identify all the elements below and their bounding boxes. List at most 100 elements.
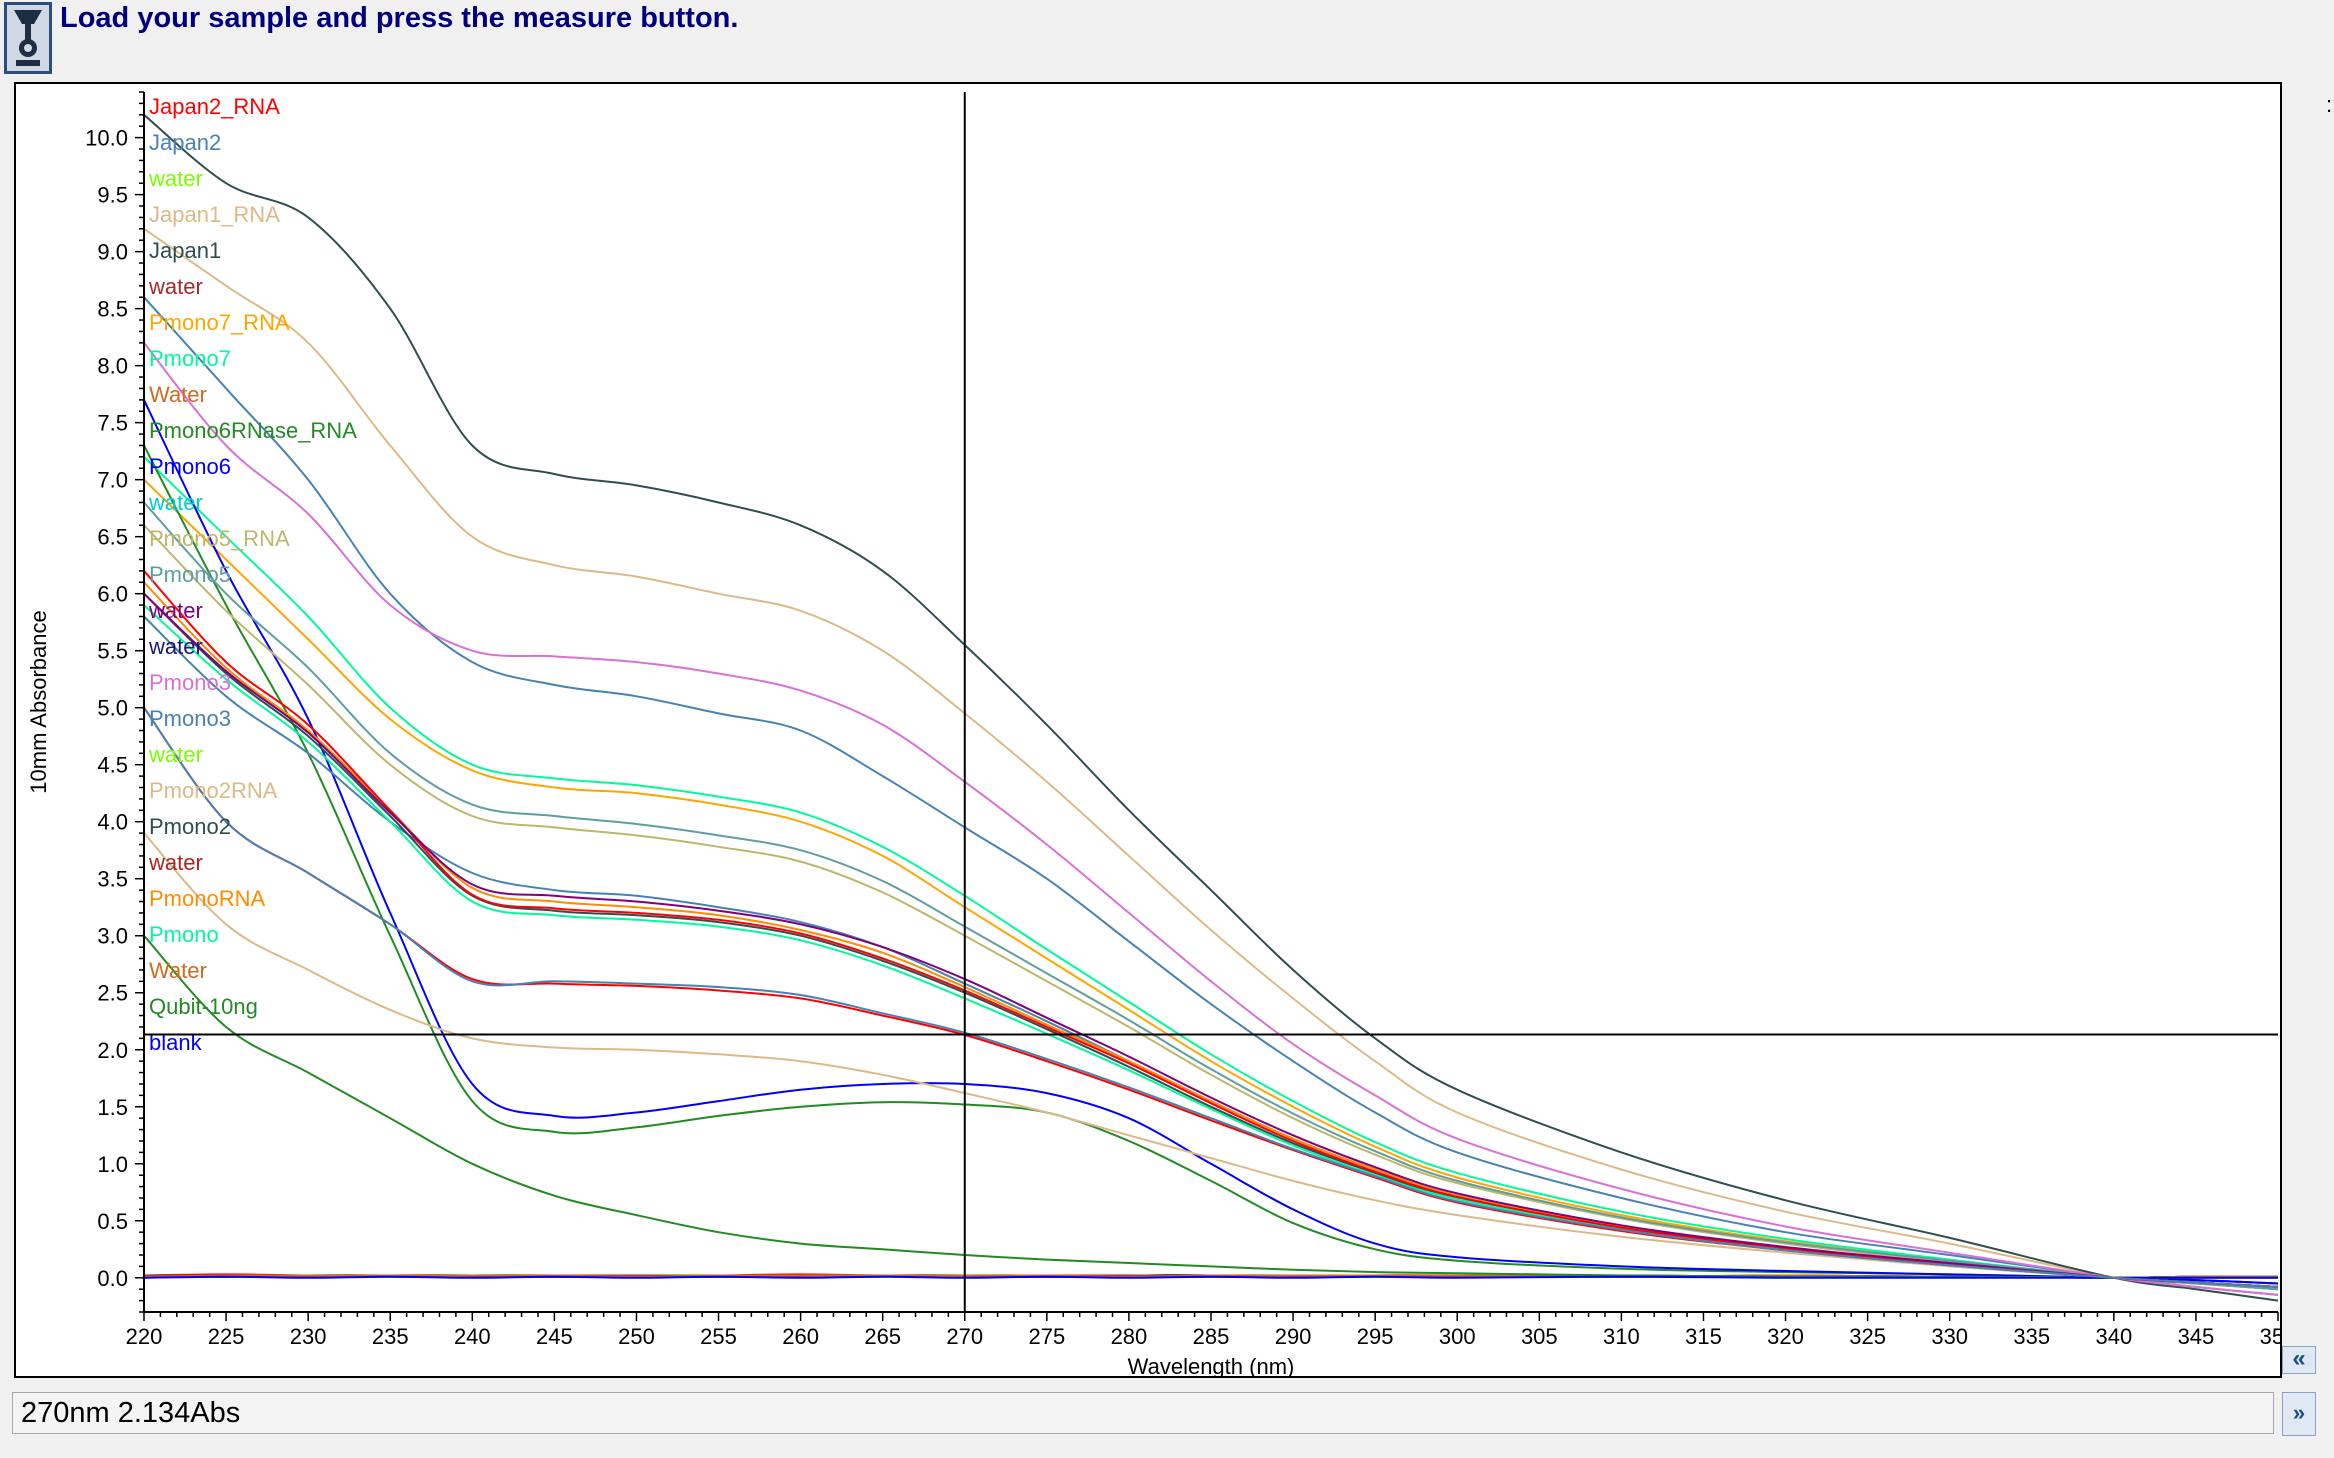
spectrum-plot[interactable]: 220 225 230 235 240 245 250 255 260 265 270 275 280 2… bbox=[14, 82, 2282, 1378]
x-tick-label: 345 bbox=[2178, 1324, 2215, 1349]
series-line-7 bbox=[143, 456, 2279, 1291]
expand-panel-button[interactable]: » bbox=[2282, 1392, 2316, 1436]
series-line-29 bbox=[143, 707, 2279, 1288]
legend-layer: Japan2_RNA Japan2 water Japan1_RNA Japan1 wat… bbox=[148, 94, 357, 1055]
x-tick-label: 290 bbox=[1275, 1324, 1312, 1349]
x-tick-label: 245 bbox=[536, 1324, 573, 1349]
x-tick-label: 280 bbox=[1111, 1324, 1148, 1349]
legend-item-0: Japan2_RNA bbox=[149, 94, 280, 119]
legend-item-7: Pmono7 bbox=[149, 346, 231, 371]
x-tick-label: 225 bbox=[208, 1324, 245, 1349]
x-tick-label: 320 bbox=[1767, 1324, 1804, 1349]
legend-item-8: Water bbox=[149, 382, 207, 407]
x-tick-label: 275 bbox=[1028, 1324, 1065, 1349]
series-line-28 bbox=[143, 592, 2279, 1288]
spectrum-chart[interactable]: 220 225 230 235 240 245 250 255 260 265 270 275 280 2… bbox=[16, 84, 2280, 1376]
legend-item-14: water bbox=[148, 598, 203, 623]
legend-item-19: Pmono2RNA bbox=[149, 778, 278, 803]
collapse-panel-button[interactable]: « bbox=[2282, 1346, 2316, 1374]
y-axis-label: 10mm Absorbance bbox=[26, 610, 51, 793]
x-tick-label: 325 bbox=[1849, 1324, 1886, 1349]
x-tick-label: 305 bbox=[1521, 1324, 1558, 1349]
x-tick-label: 270 bbox=[946, 1324, 983, 1349]
instruction-text: Load your sample and press the measure b… bbox=[60, 2, 739, 34]
legend-item-2: water bbox=[148, 166, 203, 191]
y-tick-label: 6.0 bbox=[97, 582, 128, 607]
legend-item-9: Pmono6RNase_RNA bbox=[149, 418, 357, 443]
y-tick-label: 8.0 bbox=[97, 354, 128, 379]
y-tick-label: 5.5 bbox=[97, 639, 128, 664]
series-line-6 bbox=[143, 478, 2279, 1291]
x-tick-label: 330 bbox=[1931, 1324, 1968, 1349]
y-tick-label: 4.5 bbox=[97, 753, 128, 778]
legend-item-21: water bbox=[148, 850, 203, 875]
legend-item-12: Pmono5_RNA bbox=[149, 526, 290, 551]
y-tick-label: 7.0 bbox=[97, 468, 128, 493]
legend-item-4: Japan1 bbox=[149, 238, 221, 263]
series-line-3 bbox=[143, 227, 2279, 1296]
y-tick-label: 7.5 bbox=[97, 411, 128, 436]
header: Load your sample and press the measure b… bbox=[0, 0, 2334, 78]
x-tick-label: 255 bbox=[700, 1324, 737, 1349]
y-tick-label: 3.0 bbox=[97, 924, 128, 949]
y-tick-label: 9.5 bbox=[97, 183, 128, 208]
spectrophotometer-icon bbox=[4, 2, 52, 74]
legend-item-11: water bbox=[148, 490, 203, 515]
x-tick-label: 235 bbox=[372, 1324, 409, 1349]
legend-item-1: Japan2 bbox=[149, 130, 221, 155]
series-line-10 bbox=[143, 399, 2279, 1285]
series-line-25 bbox=[143, 935, 2278, 1279]
x-tick-label: 285 bbox=[1193, 1324, 1230, 1349]
x-tick-label: 315 bbox=[1685, 1324, 1722, 1349]
y-tick-label: 4.0 bbox=[97, 810, 128, 835]
series-line-27 bbox=[143, 570, 2279, 1288]
x-tick-label: 295 bbox=[1357, 1324, 1394, 1349]
legend-item-10: Pmono6 bbox=[149, 454, 231, 479]
legend-item-18: water bbox=[148, 742, 203, 767]
series-line-23 bbox=[143, 604, 2279, 1288]
y-tick-label: 9.0 bbox=[97, 240, 128, 265]
series-line-19 bbox=[143, 832, 2279, 1288]
y-tick-label: 8.5 bbox=[97, 297, 128, 322]
x-tick-label: 260 bbox=[782, 1324, 819, 1349]
legend-item-5: water bbox=[148, 274, 203, 299]
x-tick-label: 340 bbox=[2095, 1324, 2132, 1349]
legend-item-16: Pmono3 bbox=[149, 670, 231, 695]
series-line-30 bbox=[143, 707, 2279, 1288]
legend-item-3: Japan1_RNA bbox=[149, 202, 280, 227]
y-tick-label: 0.5 bbox=[97, 1209, 128, 1234]
x-tick-label: 230 bbox=[290, 1324, 327, 1349]
cursor-crosshair[interactable] bbox=[144, 92, 2278, 1312]
series-line-17 bbox=[143, 615, 2279, 1288]
legend-item-22: PmonoRNA bbox=[149, 886, 265, 911]
y-tick-label: 2.0 bbox=[97, 1038, 128, 1063]
x-tick-label: 240 bbox=[454, 1324, 491, 1349]
legend-item-15: water bbox=[148, 634, 203, 659]
y-tick-label: 10.0 bbox=[85, 126, 128, 151]
y-tick-label: 1.5 bbox=[97, 1095, 128, 1120]
legend-item-13: Pmono5 bbox=[149, 562, 231, 587]
x-tick-label: 300 bbox=[1439, 1324, 1476, 1349]
y-tick-label: 0.0 bbox=[97, 1266, 128, 1291]
x-tick-label: 250 bbox=[618, 1324, 655, 1349]
y-tick-label: 5.0 bbox=[97, 696, 128, 721]
x-tick-label: 350 bbox=[2260, 1324, 2280, 1349]
series-layer bbox=[143, 114, 2279, 1302]
legend-item-23: Pmono bbox=[149, 922, 219, 947]
edge-mark: : bbox=[2326, 92, 2333, 117]
series-line-4 bbox=[143, 114, 2279, 1302]
series-line-16 bbox=[143, 342, 2279, 1296]
series-line-20 bbox=[143, 592, 2279, 1288]
y-tick-label: 6.5 bbox=[97, 525, 128, 550]
y-tick-label: 1.0 bbox=[97, 1152, 128, 1177]
x-tick-label: 265 bbox=[864, 1324, 901, 1349]
axes-layer: 220 225 230 235 240 245 250 255 260 265 270 275 280 2… bbox=[26, 91, 2280, 1376]
series-line-26 bbox=[143, 1275, 2278, 1279]
legend-item-24: Water bbox=[149, 958, 207, 983]
series-line-1 bbox=[143, 296, 2279, 1296]
series-line-12 bbox=[143, 524, 2279, 1291]
x-axis-label: Wavelength (nm) bbox=[1128, 1354, 1295, 1376]
series-line-13 bbox=[143, 501, 2279, 1291]
legend-item-17: Pmono3 bbox=[149, 706, 231, 731]
y-tick-label: 3.5 bbox=[97, 867, 128, 892]
